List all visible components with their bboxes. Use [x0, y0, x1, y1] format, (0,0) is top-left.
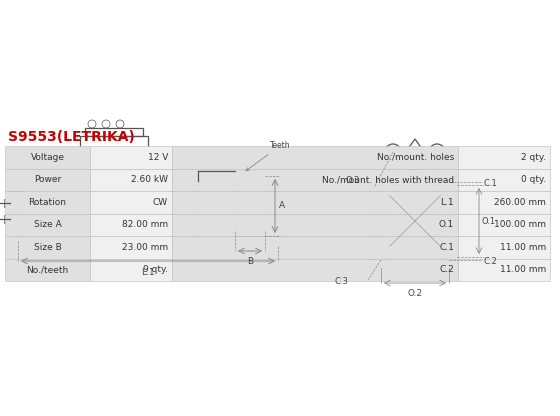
- FancyBboxPatch shape: [458, 146, 550, 168]
- Bar: [235, 176, 265, 236]
- FancyBboxPatch shape: [458, 236, 550, 258]
- Bar: [265, 209, 277, 223]
- Text: C.3: C.3: [334, 277, 348, 286]
- FancyBboxPatch shape: [172, 236, 458, 258]
- FancyBboxPatch shape: [90, 236, 172, 258]
- Bar: [18, 241, 53, 249]
- Text: 2.60 kW: 2.60 kW: [131, 175, 168, 184]
- Text: O.2: O.2: [408, 289, 423, 298]
- FancyBboxPatch shape: [90, 146, 172, 168]
- FancyBboxPatch shape: [458, 168, 550, 191]
- FancyBboxPatch shape: [90, 258, 172, 281]
- Text: C.1: C.1: [484, 179, 498, 188]
- FancyBboxPatch shape: [172, 213, 458, 236]
- Text: Size A: Size A: [34, 220, 62, 229]
- Bar: [80, 136, 148, 181]
- FancyBboxPatch shape: [172, 191, 458, 213]
- Text: O.3: O.3: [346, 176, 360, 185]
- Text: CW: CW: [153, 198, 168, 207]
- FancyBboxPatch shape: [5, 213, 90, 236]
- Text: O.1: O.1: [438, 220, 454, 229]
- Text: B: B: [247, 257, 253, 266]
- Bar: [10, 191, 18, 231]
- FancyBboxPatch shape: [5, 146, 90, 168]
- Text: Rotation: Rotation: [29, 198, 67, 207]
- Text: S9553(LETRIKA): S9553(LETRIKA): [8, 130, 135, 144]
- FancyBboxPatch shape: [172, 168, 458, 191]
- Bar: [18, 181, 198, 241]
- Bar: [265, 176, 278, 246]
- Text: C.2: C.2: [439, 265, 454, 274]
- FancyBboxPatch shape: [90, 191, 172, 213]
- Text: Teeth: Teeth: [246, 141, 291, 171]
- FancyBboxPatch shape: [5, 191, 90, 213]
- Text: 260.00 mm: 260.00 mm: [494, 198, 546, 207]
- Text: No./teeth: No./teeth: [26, 265, 69, 274]
- Text: 0 qty.: 0 qty.: [521, 175, 546, 184]
- Text: 11.00 mm: 11.00 mm: [500, 265, 546, 274]
- Text: 2 qty.: 2 qty.: [521, 153, 546, 162]
- Text: 11.00 mm: 11.00 mm: [500, 243, 546, 252]
- FancyBboxPatch shape: [172, 146, 458, 168]
- Text: No./mount. holes: No./mount. holes: [377, 153, 454, 162]
- Text: 23.00 mm: 23.00 mm: [122, 243, 168, 252]
- Text: Power: Power: [34, 175, 61, 184]
- Text: Voltage: Voltage: [30, 153, 64, 162]
- Bar: [4, 215, 10, 223]
- FancyBboxPatch shape: [5, 258, 90, 281]
- Text: C.2: C.2: [484, 258, 498, 267]
- Text: L.1: L.1: [440, 198, 454, 207]
- Text: 12 V: 12 V: [148, 153, 168, 162]
- Text: L.1: L.1: [141, 268, 155, 277]
- FancyBboxPatch shape: [90, 213, 172, 236]
- FancyBboxPatch shape: [90, 168, 172, 191]
- Text: 82.00 mm: 82.00 mm: [122, 220, 168, 229]
- Text: Size B: Size B: [34, 243, 62, 252]
- Bar: [235, 181, 275, 231]
- Text: O.1: O.1: [482, 216, 496, 225]
- Bar: [85, 128, 143, 136]
- Text: C.1: C.1: [439, 243, 454, 252]
- Text: 100.00 mm: 100.00 mm: [494, 220, 546, 229]
- FancyBboxPatch shape: [5, 168, 90, 191]
- Text: 9 qty.: 9 qty.: [143, 265, 168, 274]
- Bar: [198, 171, 235, 251]
- FancyBboxPatch shape: [458, 213, 550, 236]
- FancyBboxPatch shape: [458, 191, 550, 213]
- Text: No./mount. holes with thread: No./mount. holes with thread: [322, 175, 454, 184]
- FancyBboxPatch shape: [458, 258, 550, 281]
- FancyBboxPatch shape: [5, 236, 90, 258]
- Bar: [4, 199, 10, 207]
- Text: A: A: [279, 201, 285, 210]
- FancyBboxPatch shape: [172, 258, 458, 281]
